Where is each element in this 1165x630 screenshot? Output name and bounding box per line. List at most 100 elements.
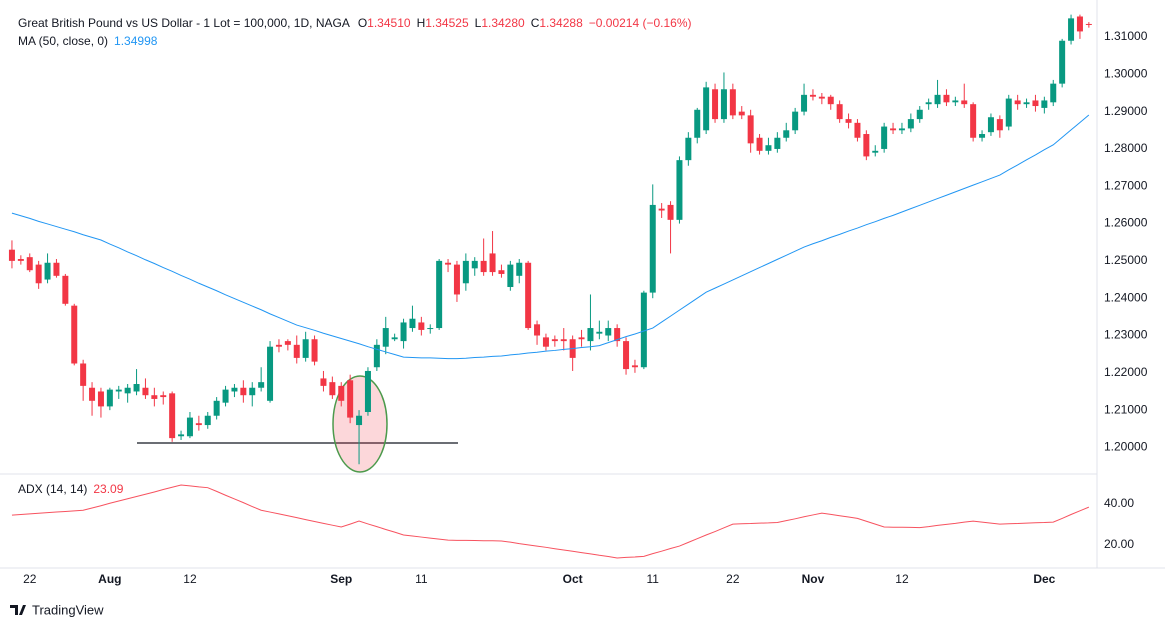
candle-body	[614, 328, 621, 342]
y-tick-label: 1.25000	[1104, 253, 1148, 267]
candle-body	[1023, 102, 1030, 105]
candle-body	[1041, 100, 1048, 108]
x-tick-label: Aug	[98, 572, 121, 586]
candle-body	[400, 322, 407, 342]
candle-body	[1005, 98, 1012, 127]
candle-body	[649, 204, 656, 293]
candle-body	[124, 387, 131, 394]
y-tick-label: 20.00	[1104, 537, 1134, 551]
candle-body	[774, 137, 781, 149]
candle-body	[427, 328, 434, 330]
candle-body	[133, 384, 140, 392]
candle-body	[284, 341, 291, 345]
candle-body	[658, 208, 665, 211]
candle-body	[267, 346, 274, 401]
ohlc-letter: H	[417, 16, 426, 30]
candle-body	[275, 344, 282, 347]
candle-body	[925, 102, 932, 105]
y-tick-label: 1.29000	[1104, 104, 1148, 118]
candle-body	[1059, 40, 1066, 84]
candle-body	[525, 262, 532, 329]
candle-body	[809, 94, 816, 97]
y-tick-label: 1.26000	[1104, 216, 1148, 230]
candle-body	[1068, 18, 1075, 41]
ohlc-value: 1.34525	[425, 16, 469, 30]
candle-body	[818, 96, 825, 99]
candle-body	[1076, 16, 1083, 32]
x-tick-label: 12	[183, 572, 197, 586]
candle-body	[712, 89, 719, 120]
candle-body	[258, 382, 265, 388]
x-tick-label: Dec	[1033, 572, 1055, 586]
y-tick-label: 1.30000	[1104, 66, 1148, 80]
candle-body	[222, 389, 229, 403]
y-tick-label: 1.24000	[1104, 290, 1148, 304]
candle-body	[970, 104, 977, 138]
candle-body	[382, 328, 389, 347]
candle-body	[62, 275, 69, 304]
candle-body	[685, 137, 692, 161]
candle-body	[151, 395, 158, 399]
candle-body	[756, 137, 763, 151]
candle-body	[916, 109, 923, 120]
candle-body	[71, 305, 78, 364]
candle-body	[329, 382, 336, 396]
candle-body	[480, 260, 487, 273]
y-tick-label: 1.20000	[1104, 440, 1148, 454]
candle-body	[373, 344, 380, 368]
y-tick-label: 1.27000	[1104, 178, 1148, 192]
candle-body	[249, 387, 256, 396]
adx-line	[11, 484, 1090, 559]
candle-body	[890, 128, 897, 131]
candle-body	[160, 395, 167, 398]
candle-body	[409, 318, 416, 329]
candle-body	[507, 264, 514, 288]
candle-body	[801, 94, 808, 112]
adx-name: ADX (14, 14)	[18, 482, 87, 496]
symbol-title: Great British Pound vs US Dollar - 1 Lot…	[18, 16, 350, 30]
x-tick-label: Oct	[563, 572, 583, 586]
change: −0.00214 (−0.16%)	[589, 16, 692, 30]
candle-body	[1032, 100, 1039, 107]
candle-body	[471, 260, 478, 269]
candle-body	[854, 122, 861, 138]
y-tick-label: 40.00	[1104, 496, 1134, 510]
candle-body	[596, 331, 603, 334]
x-tick-label: Sep	[330, 572, 352, 586]
adx-value: 23.09	[93, 482, 123, 496]
candle-body	[106, 389, 113, 407]
candle-body	[35, 264, 42, 284]
candle-body	[489, 253, 496, 273]
candle-body	[872, 150, 879, 153]
y-tick-label: 1.21000	[1104, 402, 1148, 416]
ohlc-letter: O	[358, 16, 367, 30]
y-tick-label: 1.23000	[1104, 328, 1148, 342]
ohlc-letter: L	[475, 16, 482, 30]
candle-body	[720, 89, 727, 120]
candle-body	[204, 415, 211, 426]
logo: TradingView	[10, 602, 104, 617]
adx-legend: ADX (14, 14) 23.09	[18, 482, 124, 496]
candle-body	[293, 344, 300, 358]
ma-name: MA (50, close, 0)	[18, 34, 108, 48]
ohlc-value: 1.34280	[481, 16, 525, 30]
ohlc-value: 1.34510	[367, 16, 411, 30]
candle-body	[676, 160, 683, 220]
candle-body	[1085, 23, 1092, 25]
ma-value: 1.34998	[114, 34, 158, 48]
ohlc-value: 1.34288	[539, 16, 583, 30]
candle-body	[89, 387, 96, 401]
candle-body	[213, 400, 220, 416]
candle-body	[53, 262, 60, 276]
x-tick-label: 22	[23, 572, 37, 586]
candle-body	[587, 328, 594, 342]
brand: TradingView	[32, 602, 104, 617]
candle-body	[703, 87, 710, 131]
candle-body	[623, 341, 630, 370]
candle-body	[605, 328, 612, 336]
candle-body	[26, 257, 33, 271]
candle-body	[792, 111, 799, 131]
candle-body	[1014, 100, 1021, 105]
candle-body	[231, 387, 238, 392]
